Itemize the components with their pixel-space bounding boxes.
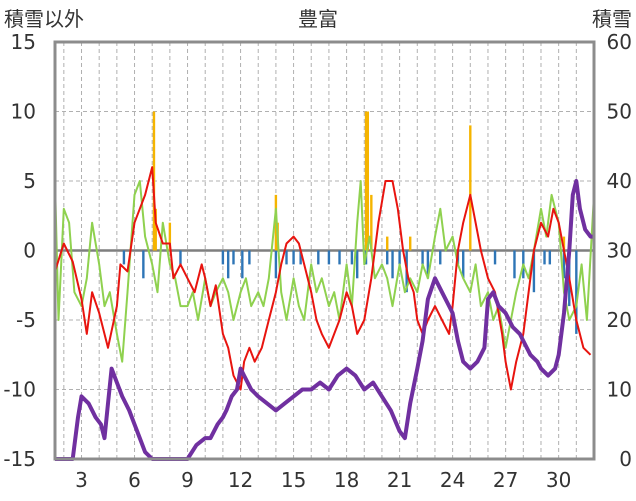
negative_bars-bar [493,250,497,265]
temperature-line [54,166,592,391]
negative_bars-bar [248,250,251,265]
precipitation-bar [386,236,389,251]
x-tick-label: 15 [281,468,306,492]
precipitation-bar [154,208,157,251]
y-left-tick-label: -15 [3,447,36,471]
precipitation-bar [409,236,412,251]
y-left-tick-label: 0 [23,239,36,263]
x-tick-label: 12 [228,468,253,492]
y-right-tick-label: 50 [607,100,632,124]
grid-lines [55,42,594,459]
negative_bars-bar [274,250,278,279]
y-right-tick-label: 10 [607,378,632,402]
snow_depth-line [55,179,594,461]
y-left-tick-label: 10 [11,100,36,124]
negative_bars-bar [350,250,354,265]
negative_bars-bar [338,250,341,265]
y-left-tick-label: 15 [11,30,36,54]
chart-title: 豊富 [298,7,338,31]
negative_bars-bar [543,250,546,265]
negative_bars-bar [221,250,225,265]
y-right-tick-label: 20 [607,308,632,332]
plot-frame [53,40,596,461]
negative_bars-bar [179,250,182,265]
sunshine-line [54,180,595,363]
negative_bars-bar [439,250,442,265]
negative_bars-bar [292,250,295,265]
y-right-axis-label: 積雪 [592,7,632,31]
x-tick-label: 18 [334,468,359,492]
line-series [54,166,595,461]
x-tick-label: 3 [75,468,88,492]
y-left-tick-label: -5 [16,308,36,332]
negative_bars-bar [562,250,566,279]
negative_bars-bar [462,250,465,279]
precipitation-bar [366,111,369,251]
negative_bars-bar [513,250,516,279]
y-right-tick-label: 30 [607,239,632,263]
negative_bars-bar [317,250,320,265]
y-left-axis-label: 積雪以外 [4,7,84,31]
precipitation-bar [168,222,172,251]
x-tick-label: 24 [440,468,465,492]
x-tick-label: 9 [181,468,194,492]
y-left-tick-label: -10 [3,378,36,402]
x-tick-label: 21 [387,468,412,492]
y-left-tick-label: 5 [23,169,36,193]
negative_bars-bar [285,250,288,265]
precipitation-bar [364,111,368,251]
x-tick-label: 6 [128,468,141,492]
negative_bars-bar [327,250,331,265]
precipitation-bar [469,125,472,251]
negative_bars-bar [355,250,359,279]
x-tick-label: 27 [493,468,518,492]
y-right-tick-label: 0 [619,447,632,471]
negative_bars-bar [548,250,552,265]
negative_bars-bar [299,250,302,265]
precipitation-bar [370,194,373,251]
negative_bars-bar [391,250,394,279]
y-right-tick-label: 40 [607,169,632,193]
negative_bars-bar [575,250,578,334]
y-right-tick-label: 60 [607,30,632,54]
negative_bars-bar [122,250,126,265]
precipitation-bar [562,236,566,251]
negative_bars-bar [142,250,145,279]
x-tick-label: 30 [546,468,571,492]
negative_bars-bar [532,250,536,293]
negative_bars-bar [421,250,424,265]
negative_bars-bar [426,250,430,279]
negative_bars-bar [241,250,244,279]
negative_bars-bar [386,250,389,265]
negative_bars-bar [398,250,401,265]
negative_bars-bar [226,250,230,279]
negative_bars-bar [232,250,235,265]
